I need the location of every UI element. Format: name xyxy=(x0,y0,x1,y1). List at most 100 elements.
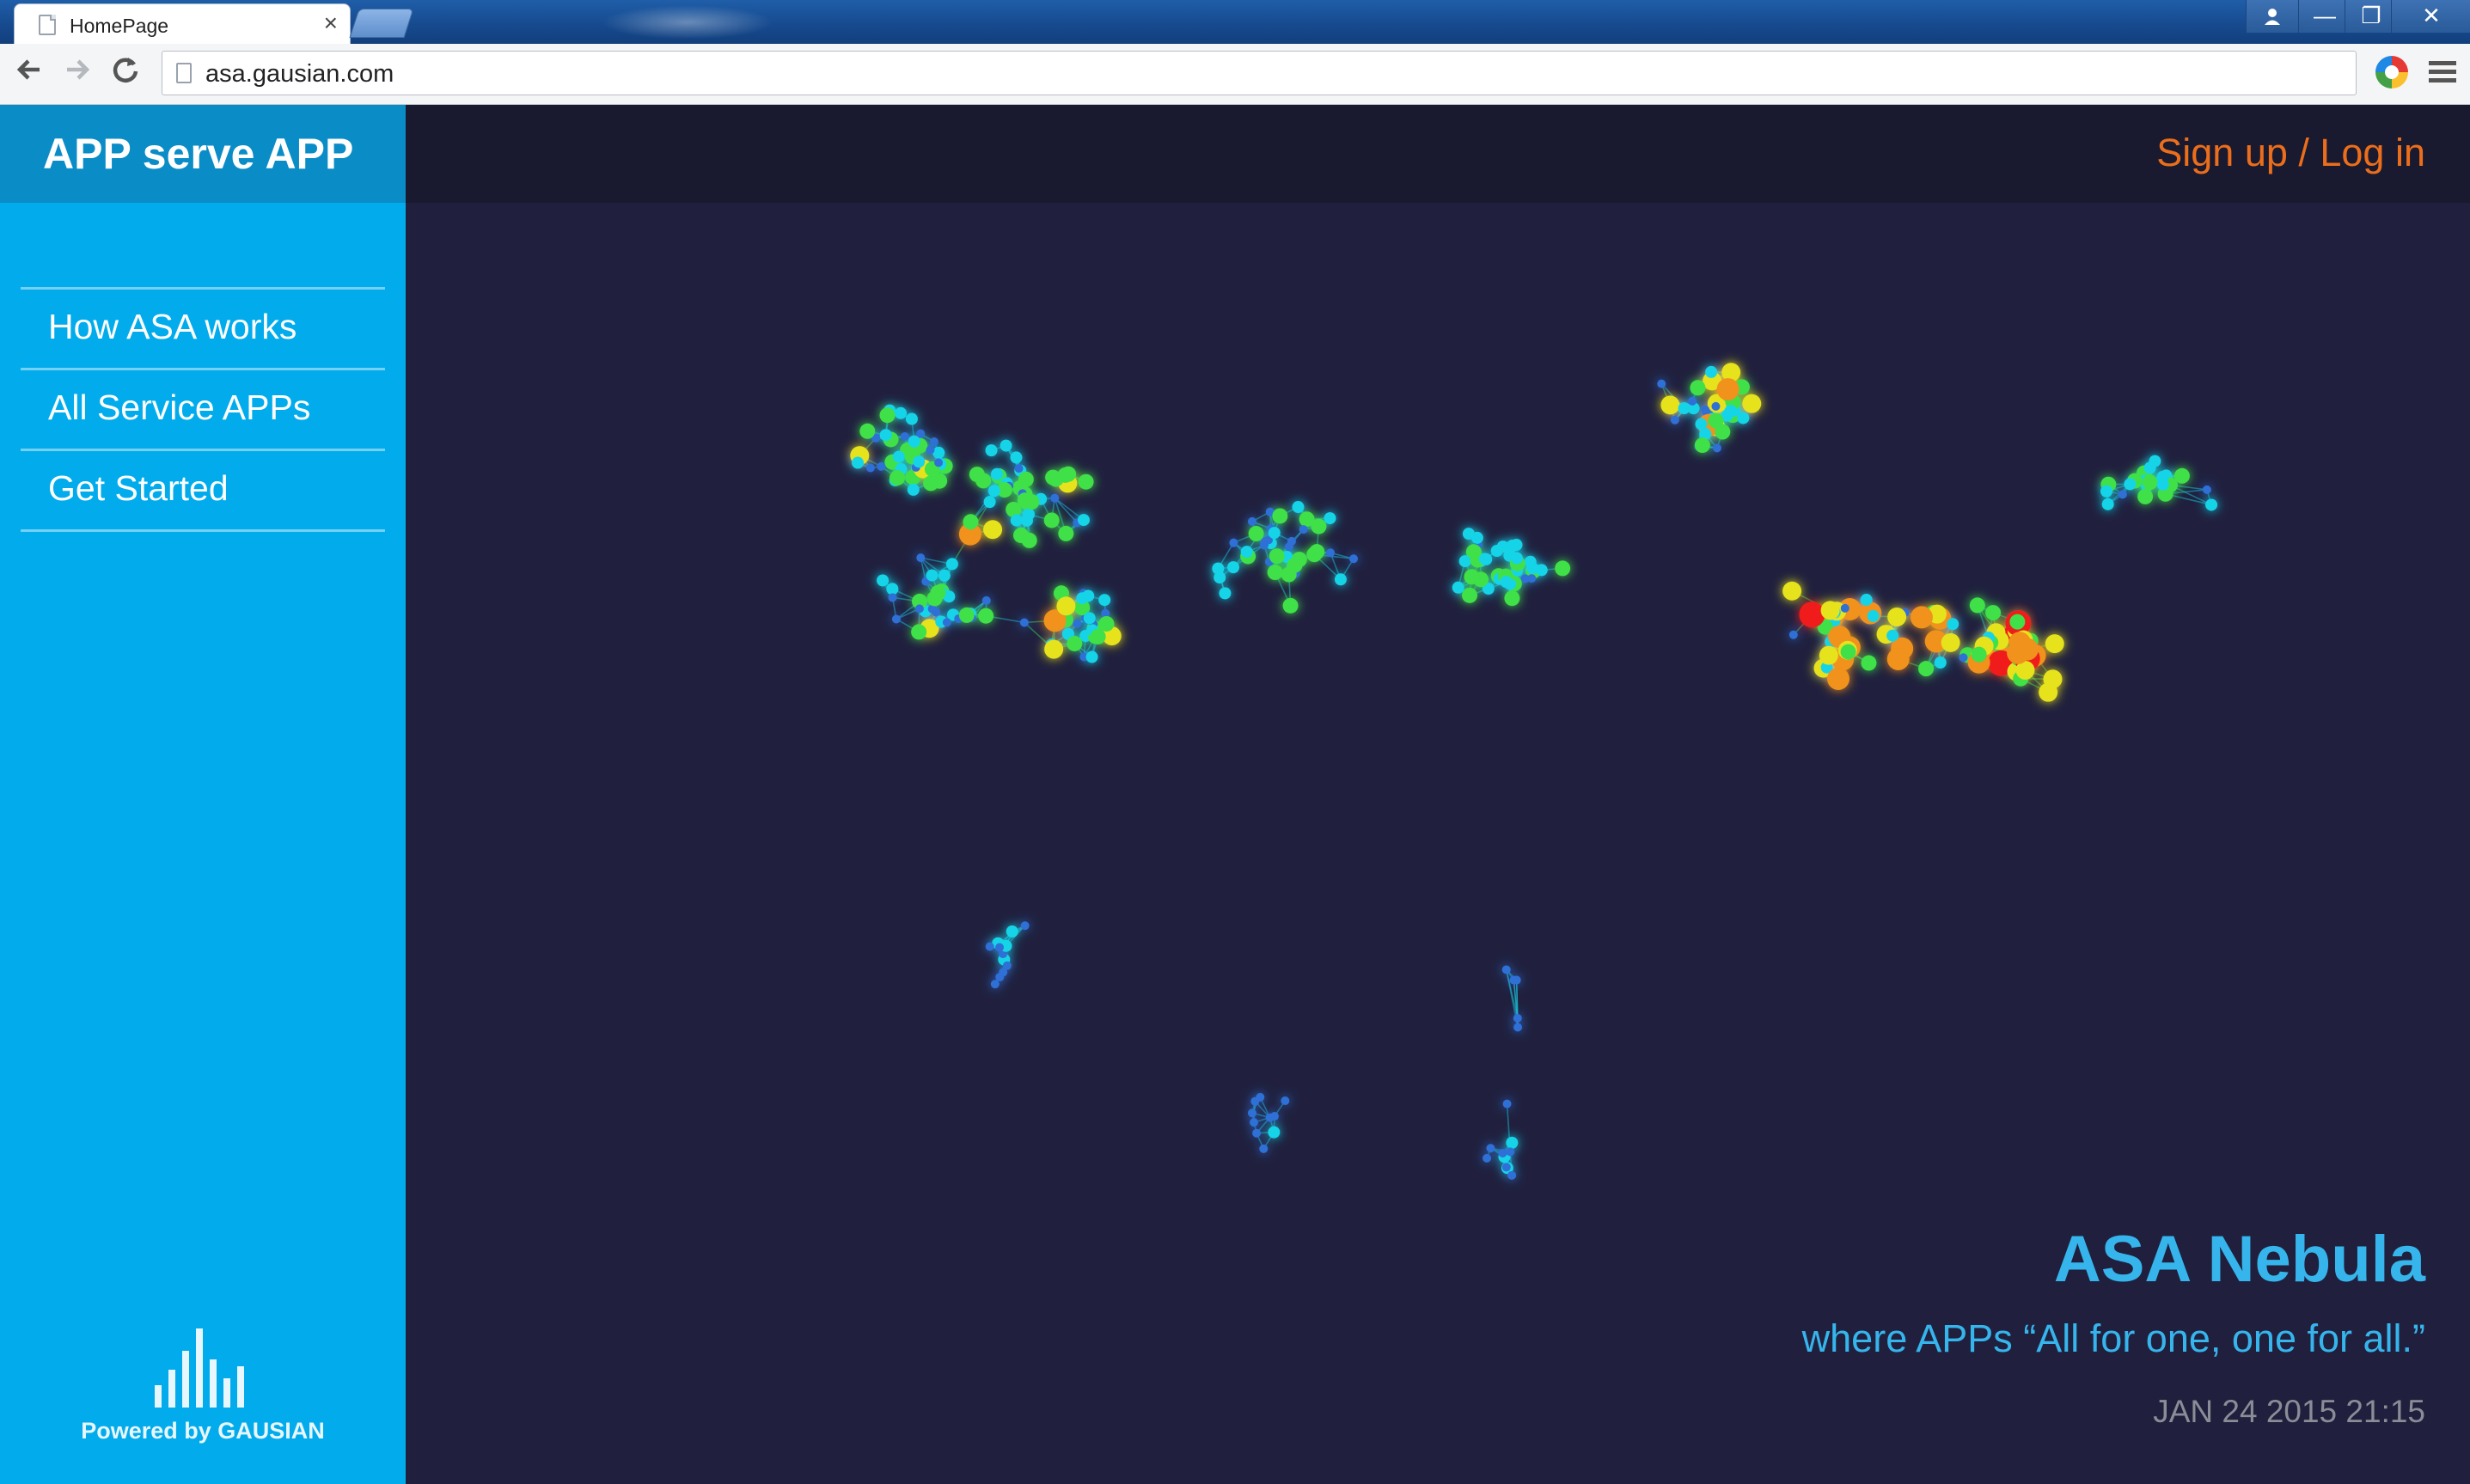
graph-node xyxy=(1020,514,1033,527)
graph-node xyxy=(1969,597,1985,614)
graph-edges xyxy=(857,371,2212,1176)
sidebar-item-label[interactable]: How ASA works xyxy=(48,307,297,346)
graph-node xyxy=(1712,443,1721,453)
close-window-button[interactable]: ✕ xyxy=(2391,0,2470,33)
graph-node xyxy=(1924,630,1947,653)
graph-node xyxy=(1716,378,1739,401)
graph-node xyxy=(2100,485,2113,498)
tab-close-icon[interactable]: × xyxy=(323,9,338,36)
graph-node xyxy=(1506,1147,1515,1157)
sidebar-item-label[interactable]: Get Started xyxy=(48,468,229,508)
powered-by-footer: Powered by GAUSIAN xyxy=(0,1325,406,1444)
hamburger-menu-icon[interactable] xyxy=(2429,59,2456,85)
graph-node xyxy=(1462,528,1475,540)
arrow-left-icon[interactable] xyxy=(10,54,48,92)
graph-node xyxy=(926,445,935,455)
address-bar[interactable]: asa.gausian.com xyxy=(162,51,2357,95)
graph-node xyxy=(1507,1170,1517,1180)
graph-node xyxy=(916,429,926,438)
graph-node xyxy=(1212,562,1225,575)
graph-node xyxy=(1260,536,1269,546)
graph-node xyxy=(1078,473,1094,490)
extension-icon[interactable] xyxy=(2375,56,2408,89)
graph-node xyxy=(1510,539,1523,552)
graph-node xyxy=(1267,565,1283,581)
graph-node xyxy=(1018,471,1034,487)
sidebar-item-label[interactable]: All Service APPs xyxy=(48,388,311,427)
graph-node xyxy=(995,943,1005,952)
graph-node xyxy=(2015,638,2039,661)
graph-node xyxy=(900,431,909,441)
graph-node xyxy=(2009,614,2026,630)
user-profile-icon[interactable] xyxy=(2246,0,2298,33)
graph-node xyxy=(1464,569,1480,585)
graph-node xyxy=(987,485,1000,498)
graph-node xyxy=(890,470,906,486)
graph-node xyxy=(1085,650,1098,663)
graph-node xyxy=(942,618,951,627)
graph-node xyxy=(1886,629,1899,642)
graph-node xyxy=(1502,1099,1512,1108)
graph-node xyxy=(2124,478,2137,491)
graph-node xyxy=(1959,653,1968,663)
graph-node xyxy=(879,407,896,424)
graph-node xyxy=(1020,921,1030,931)
graph-edge xyxy=(1054,498,1085,521)
reload-icon[interactable] xyxy=(107,54,144,92)
graph-node xyxy=(1247,1108,1256,1118)
browser-tab-active[interactable]: HomePage × xyxy=(14,3,351,44)
graph-node xyxy=(934,458,944,467)
graph-node xyxy=(985,942,994,951)
sidebar-item-all-service-apps[interactable]: All Service APPs xyxy=(21,368,385,449)
new-tab-button[interactable] xyxy=(349,9,414,38)
graph-edge xyxy=(1505,969,1519,1019)
graph-node xyxy=(1513,1023,1523,1032)
graph-node xyxy=(1083,612,1096,625)
url-text[interactable]: asa.gausian.com xyxy=(205,60,394,88)
graph-node xyxy=(1019,618,1029,627)
graph-node xyxy=(1947,618,1959,631)
graph-node xyxy=(945,558,958,571)
graph-node xyxy=(1021,532,1037,548)
graph-node xyxy=(1247,516,1256,526)
sidebar-item-how-asa-works[interactable]: How ASA works xyxy=(21,287,385,368)
browser-title-bar: HomePage × — ❐ ✕ xyxy=(0,0,2470,44)
graph-node xyxy=(1934,657,1947,669)
graph-node xyxy=(1248,526,1264,542)
restore-window-button[interactable]: ❐ xyxy=(2345,0,2397,33)
graph-node xyxy=(1268,1126,1281,1139)
graph-node xyxy=(1918,661,1935,677)
graph-node xyxy=(1513,1013,1522,1023)
graph-node xyxy=(1044,639,1064,659)
graph-node xyxy=(1742,394,1762,413)
graph-node xyxy=(2142,474,2158,491)
arrow-right-icon[interactable] xyxy=(58,54,96,92)
graph-node xyxy=(1510,552,1523,565)
minimize-window-button[interactable]: — xyxy=(2298,0,2351,33)
graph-node xyxy=(929,437,938,447)
graph-node xyxy=(914,604,924,614)
graph-node xyxy=(991,467,1004,480)
graph-node xyxy=(1694,437,1710,454)
graph-node xyxy=(958,607,975,623)
graph-node xyxy=(2101,498,2114,510)
gausian-logo-icon xyxy=(155,1328,244,1408)
graph-node xyxy=(1678,402,1690,415)
page-icon xyxy=(176,63,192,83)
graph-node xyxy=(1498,1148,1507,1157)
brand-title[interactable]: APP serve APP xyxy=(43,130,354,178)
graph-node xyxy=(1043,609,1067,632)
brand-bar[interactable]: APP serve APP xyxy=(0,105,406,203)
graph-node xyxy=(1014,464,1024,473)
graph-node xyxy=(908,435,920,448)
graph-node xyxy=(1840,603,1849,613)
graph-node xyxy=(1079,652,1089,662)
graph-node xyxy=(865,463,875,473)
graph-node xyxy=(2015,660,2035,680)
graph-node xyxy=(1501,1163,1511,1172)
sign-up-log-in-link[interactable]: Sign up / Log in xyxy=(2156,131,2425,174)
sidebar-item-get-started[interactable]: Get Started xyxy=(21,449,385,532)
graph-node xyxy=(1265,507,1275,516)
graph-node xyxy=(912,593,928,609)
graph-node xyxy=(1705,365,1718,378)
